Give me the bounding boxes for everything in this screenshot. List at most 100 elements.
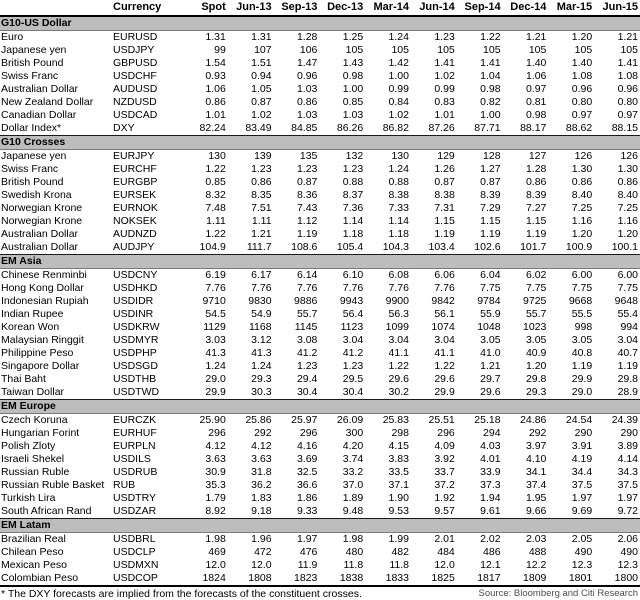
table-row: Taiwan Dollar USDTWD 29.9 30.3 30.4 30.4 30.2 2… [0,386,640,400]
table-row: Australian Dollar AUDJPY 104.9 111.7 108.6 10… [0,241,640,255]
forecast-value: 1.02 [388,109,409,121]
forecast-value: 7.29 [480,202,501,214]
forecast-value: 8.35 [251,189,272,201]
table-row: Israeli Shekel USDILS 3.63 3.63 3.69 3.74 3.83… [0,453,640,466]
forecast-value: 9.33 [296,505,318,517]
currency-name: Malaysian Ringgit [1,334,84,346]
forecast-value: 1.14 [342,215,364,227]
forecast-value: 1.20 [571,228,593,240]
forecast-value: 1.28 [296,31,318,43]
currency-name: Australian Dollar [1,83,79,95]
forecast-value: 0.97 [571,109,593,121]
table-row: British Pound EURGBP 0.85 0.86 0.87 0.88 0.88 0… [0,176,640,189]
currency-name: Israeli Shekel [1,453,65,465]
forecast-value: 8.37 [342,189,364,201]
forecast-value: 0.86 [251,176,272,188]
forecast-value: 56.4 [342,308,364,320]
forecast-value: 29.3 [251,373,272,385]
forecast-value: 6.14 [296,269,318,281]
forecast-value: 26.09 [336,414,364,426]
forecast-value: 41.1 [388,347,409,359]
forecast-value: 41.1 [434,347,455,359]
forecast-value: 8.40 [617,189,638,201]
forecast-value: 296 [299,427,318,439]
forecast-value: 1.41 [480,57,501,69]
forecast-value: 0.99 [434,83,455,95]
forecast-value: 55.7 [525,308,547,320]
forecast-value: 9.61 [480,505,501,517]
currency-name: Australian Dollar [1,228,79,240]
forecast-value: 0.80 [617,96,638,108]
forecast-value: 3.89 [617,440,638,452]
forecast-value: 1.11 [206,215,226,227]
currency-code: USDHKD [113,282,158,294]
forecast-value: 0.94 [251,70,272,82]
forecast-value: 25.18 [474,414,501,426]
forecast-value: 8.32 [205,189,226,201]
forecast-value: 300 [345,427,364,439]
source-attribution: Source: Bloomberg and Citi Research [478,588,638,599]
forecast-value: 0.96 [571,83,593,95]
forecast-value: 87.26 [428,122,455,134]
forecast-value: 9.72 [617,505,638,517]
forecast-value: 6.10 [342,269,364,281]
forecast-value: 130 [208,150,226,162]
forecast-value: 1.03 [296,109,318,121]
forecast-value: 1.00 [480,109,501,121]
forecast-value: 0.98 [342,70,364,82]
forecast-value: 4.10 [525,453,547,465]
table-row: Euro EURUSD 1.31 1.31 1.28 1.25 1.24 1.23 1.22 1.… [0,31,640,45]
forecast-value: 6.17 [251,269,272,281]
forecast-value: 132 [345,150,364,162]
column-header: Mar-14 [365,0,411,17]
forecast-value: 2.05 [571,533,593,545]
forecast-value: 37.5 [617,479,638,491]
currency-name: Czech Koruna [1,414,68,426]
forecast-value: 1.89 [342,492,364,504]
forecast-value: 106 [299,44,318,56]
currency-code: AUDJPY [113,241,155,253]
forecast-value: 486 [483,546,501,558]
forecast-value: 25.51 [428,414,455,426]
table-row: Dollar Index* DXY 82.24 83.49 84.85 86.26 86.8… [0,122,640,136]
currency-name: Brazilian Real [1,533,66,545]
forecast-value: 476 [299,546,318,558]
currency-code: AUDUSD [113,83,158,95]
forecast-value: 3.12 [251,334,272,346]
forecast-value: 9725 [523,295,547,307]
forecast-value: 7.75 [571,282,593,294]
forecast-value: 3.97 [525,440,547,452]
section-label: G10 Crosses [0,135,640,150]
forecast-value: 1.23 [296,163,318,175]
forecast-value: 31.8 [251,466,272,478]
forecast-value: 1.14 [388,215,409,227]
forecast-value: 9784 [477,295,501,307]
forecast-value: 28.9 [617,386,638,398]
forecast-value: 1.19 [617,360,638,372]
forecast-value: 126 [620,150,638,162]
forecast-value: 1.19 [525,228,547,240]
forecast-value: 29.5 [342,373,364,385]
forecast-value: 0.98 [525,109,547,121]
currency-name: Hungarian Forint [1,427,80,439]
forecast-value: 1.54 [205,57,226,69]
forecast-value: 4.15 [388,440,409,452]
forecast-value: 111.7 [246,241,272,253]
forecast-value: 1.00 [388,70,409,82]
column-header: Spot [182,0,228,17]
forecast-value: 3.04 [434,334,455,346]
fx-forecast-table: Currency Spot Jun-13 Sep-13 Dec-13 Mar-14 Jun-… [0,0,640,586]
forecast-value: 32.5 [296,466,318,478]
forecast-value: 37.3 [480,479,501,491]
forecast-value: 1.23 [296,360,318,372]
currency-code: EURCZK [113,414,157,426]
forecast-value: 41.3 [205,347,226,359]
table-row: Brazilian Real USDBRL 1.98 1.96 1.97 1.98 1.99… [0,533,640,547]
forecast-value: 6.04 [480,269,501,281]
section-label: G10-US Dollar [0,15,640,31]
forecast-value: 3.05 [571,334,593,346]
forecast-value: 6.06 [434,269,455,281]
table-row: Russian Ruble USDRUB 30.9 31.8 32.5 33.2 33.5 3… [0,466,640,479]
currency-name: Swiss Franc [1,163,59,175]
table-row: Philippine Peso USDPHP 41.3 41.3 41.2 41.2 41.… [0,347,640,360]
